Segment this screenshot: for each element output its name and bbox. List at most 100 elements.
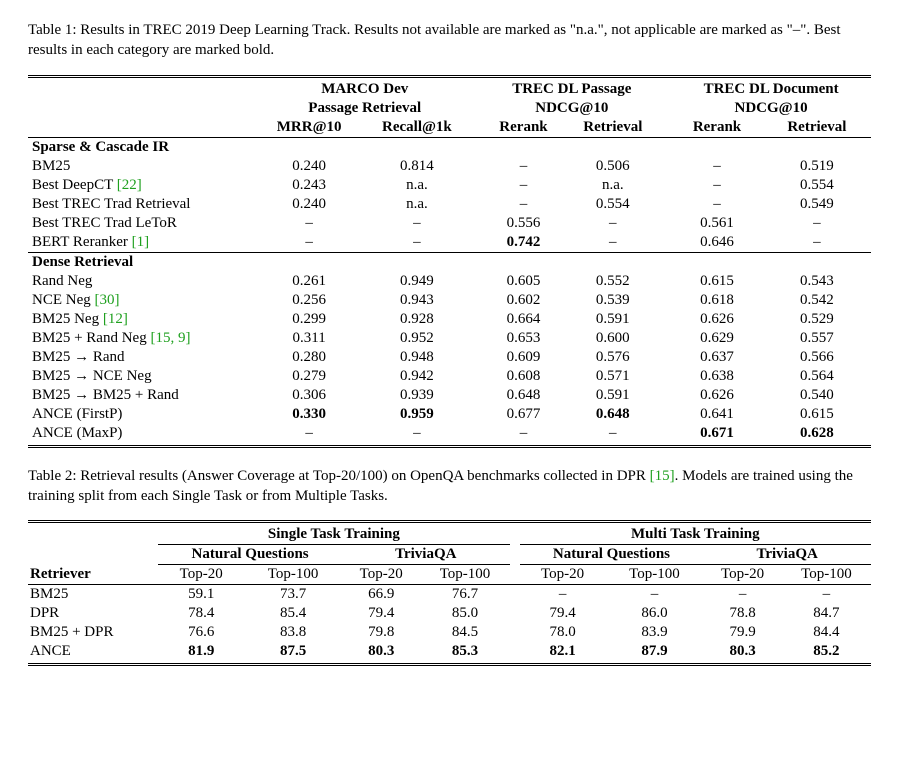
cell: 0.928: [361, 310, 472, 329]
cell: 0.571: [564, 367, 661, 386]
cell: –: [763, 214, 871, 233]
cell: 83.8: [244, 623, 342, 642]
citation-link[interactable]: [15, 9]: [150, 330, 190, 346]
cell: –: [520, 585, 606, 605]
table-row: Best TREC Trad LeToR––0.556–0.561–: [28, 214, 871, 233]
table-row: BM250.2400.814–0.506–0.519: [28, 157, 871, 176]
citation-link[interactable]: [1]: [132, 234, 150, 250]
cell: –: [564, 424, 661, 443]
cell: 0.942: [361, 367, 472, 386]
cell: –: [564, 233, 661, 253]
row-label: Best TREC Trad LeToR: [28, 214, 257, 233]
cell: 0.742: [482, 233, 564, 253]
cell: 85.3: [420, 642, 509, 661]
citation-link[interactable]: [30]: [95, 292, 120, 308]
cell: 0.605: [482, 272, 564, 291]
cell: 78.0: [520, 623, 606, 642]
cell: 78.8: [703, 604, 781, 623]
cell: 0.540: [763, 386, 871, 405]
table-row: BM25 → NCE Neg0.2790.9420.6080.5710.6380…: [28, 367, 871, 386]
cell: –: [361, 233, 472, 253]
cell: 0.591: [564, 386, 661, 405]
cell: 84.4: [782, 623, 871, 642]
cell: 0.814: [361, 157, 472, 176]
cell: 0.641: [671, 405, 763, 424]
row-label: DPR: [28, 604, 158, 623]
table-row: DPR78.485.479.485.079.486.078.884.7: [28, 604, 871, 623]
cell: 79.4: [520, 604, 606, 623]
table-row: ANCE (FirstP)0.3300.9590.6770.6480.6410.…: [28, 405, 871, 424]
cell: 79.4: [342, 604, 420, 623]
table2-sub-header-row: Natural Questions TriviaQA Natural Quest…: [28, 545, 871, 565]
cell: –: [361, 424, 472, 443]
cell: 0.646: [671, 233, 763, 253]
cell: –: [564, 214, 661, 233]
cell: n.a.: [361, 195, 472, 214]
cell: 0.243: [257, 176, 361, 195]
row-label: BM25 → BM25 + Rand: [28, 386, 257, 405]
cell: 0.600: [564, 329, 661, 348]
cell: 0.561: [671, 214, 763, 233]
row-label: ANCE: [28, 642, 158, 661]
row-label: Best DeepCT [22]: [28, 176, 257, 195]
cell: 0.618: [671, 291, 763, 310]
table2-group-header-row: Single Task Training Multi Task Training: [28, 525, 871, 545]
cell: 0.240: [257, 195, 361, 214]
section-header: Sparse & Cascade IR: [28, 137, 871, 157]
cell: 0.280: [257, 348, 361, 367]
cell: 0.306: [257, 386, 361, 405]
table2-caption: Table 2: Retrieval results (Answer Cover…: [28, 466, 871, 507]
row-label: BM25 → Rand: [28, 348, 257, 367]
cell: 79.8: [342, 623, 420, 642]
cell: 73.7: [244, 585, 342, 605]
row-label: BM25: [28, 585, 158, 605]
cell: 0.626: [671, 310, 763, 329]
cell: 0.240: [257, 157, 361, 176]
cell: 0.576: [564, 348, 661, 367]
cell: 0.948: [361, 348, 472, 367]
cell: 86.0: [606, 604, 704, 623]
table-row: BM2559.173.766.976.7––––: [28, 585, 871, 605]
cell: 0.648: [482, 386, 564, 405]
citation-link[interactable]: [15]: [650, 468, 675, 484]
cell: –: [671, 176, 763, 195]
cell: 0.566: [763, 348, 871, 367]
cell: –: [482, 195, 564, 214]
cell: 0.648: [564, 405, 661, 424]
row-label: BM25 + DPR: [28, 623, 158, 642]
cell: 0.554: [564, 195, 661, 214]
cell: 81.9: [158, 642, 244, 661]
cell: 66.9: [342, 585, 420, 605]
cell: –: [257, 233, 361, 253]
cell: 0.554: [763, 176, 871, 195]
table-row: BERT Reranker [1]––0.742–0.646–: [28, 233, 871, 253]
cell: 0.542: [763, 291, 871, 310]
row-label: Rand Neg: [28, 272, 257, 291]
cell: –: [782, 585, 871, 605]
table-row: Best TREC Trad Retrieval0.240n.a.–0.554–…: [28, 195, 871, 214]
row-label: BM25: [28, 157, 257, 176]
table-row: ANCE81.987.580.385.382.187.980.385.2: [28, 642, 871, 661]
group-passage: TREC DL Passage: [482, 80, 661, 99]
cell: 84.5: [420, 623, 509, 642]
table-row: Best DeepCT [22]0.243n.a.–n.a.–0.554: [28, 176, 871, 195]
citation-link[interactable]: [22]: [117, 177, 142, 193]
group-marco: MARCO Dev: [257, 80, 472, 99]
cell: 0.959: [361, 405, 472, 424]
cell: 0.943: [361, 291, 472, 310]
table-row: Rand Neg0.2610.9490.6050.5520.6150.543: [28, 272, 871, 291]
cell: 0.638: [671, 367, 763, 386]
cell: 79.9: [703, 623, 781, 642]
cell: 82.1: [520, 642, 606, 661]
section-header: Dense Retrieval: [28, 252, 871, 272]
cell: –: [257, 214, 361, 233]
cell: –: [606, 585, 704, 605]
table-row: BM25 + Rand Neg [15, 9]0.3110.9520.6530.…: [28, 329, 871, 348]
table-row: NCE Neg [30]0.2560.9430.6020.5390.6180.5…: [28, 291, 871, 310]
cell: 80.3: [342, 642, 420, 661]
cell: 0.552: [564, 272, 661, 291]
cell: 0.671: [671, 424, 763, 443]
citation-link[interactable]: [12]: [103, 311, 128, 327]
row-label: ANCE (MaxP): [28, 424, 257, 443]
cell: 0.261: [257, 272, 361, 291]
